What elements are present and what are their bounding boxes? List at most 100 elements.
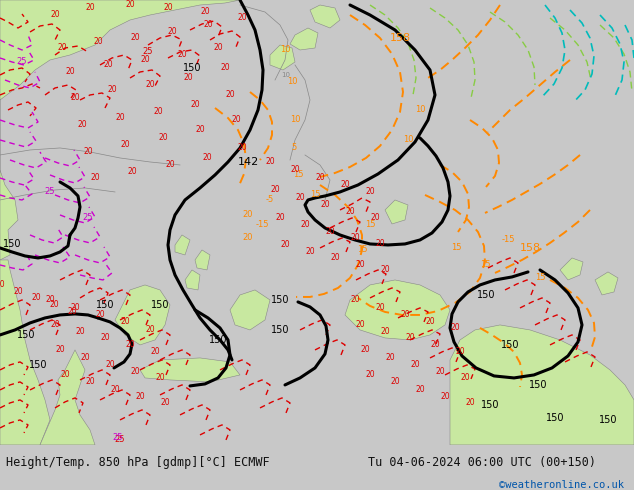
Text: 20: 20 [320,200,330,209]
Text: 20: 20 [45,295,55,304]
Text: 20: 20 [115,114,125,122]
Text: 10: 10 [280,46,290,54]
Text: 20: 20 [390,377,400,387]
Text: 20: 20 [153,107,163,117]
Text: 25: 25 [83,214,93,222]
Text: -15: -15 [501,236,515,245]
Text: 20: 20 [450,323,460,332]
Text: 20: 20 [55,345,65,354]
Text: 20: 20 [70,94,80,102]
Text: 20: 20 [355,261,365,270]
Text: 20: 20 [95,311,105,319]
Text: 20: 20 [125,0,135,9]
Text: 20: 20 [370,214,380,222]
Text: 20: 20 [150,347,160,356]
Text: 20: 20 [85,3,95,13]
Text: 150: 150 [529,380,547,390]
Text: 20: 20 [183,74,193,82]
Text: 20: 20 [103,60,113,70]
Text: 150: 150 [151,300,169,310]
Text: 20: 20 [270,186,280,195]
Text: 5: 5 [292,144,297,152]
Text: 20: 20 [65,68,75,76]
Text: Tu 04-06-2024 06:00 UTC (00+150): Tu 04-06-2024 06:00 UTC (00+150) [368,457,596,469]
Text: 150: 150 [16,330,36,340]
Text: 20: 20 [265,157,275,167]
Text: 20: 20 [165,160,175,170]
Text: 20: 20 [163,3,173,13]
Text: 20: 20 [105,361,115,369]
Text: 10: 10 [290,116,301,124]
Text: 20: 20 [50,10,60,20]
Text: 15: 15 [365,220,375,229]
Text: 158: 158 [519,243,541,253]
Text: 25: 25 [16,57,27,67]
Text: 20: 20 [145,325,155,335]
Text: 20: 20 [425,318,435,326]
Text: 20: 20 [243,211,253,220]
Text: 150: 150 [501,340,519,350]
Text: 158: 158 [389,33,411,43]
Text: -15: -15 [256,220,269,229]
Text: 150: 150 [271,295,289,305]
Text: 15: 15 [451,244,462,252]
Text: 20: 20 [365,370,375,379]
Text: 20: 20 [231,116,241,124]
Text: 20: 20 [155,373,165,382]
Text: 20: 20 [190,100,200,109]
Text: 20: 20 [280,241,290,249]
Text: 20: 20 [430,341,440,349]
Text: 20: 20 [375,303,385,313]
Text: 20: 20 [130,368,140,376]
Text: 20: 20 [135,392,145,401]
Text: 20: 20 [220,64,230,73]
Text: 150: 150 [481,400,499,410]
Text: 20: 20 [130,33,140,43]
Text: 15: 15 [293,171,303,179]
Text: 20: 20 [410,361,420,369]
Text: 20: 20 [375,240,385,248]
Text: 150: 150 [271,325,289,335]
Text: 20: 20 [440,392,450,401]
Text: 20: 20 [202,153,212,163]
Text: 20: 20 [127,168,137,176]
Text: 150: 150 [96,300,114,310]
Text: 20: 20 [455,347,465,356]
Text: 20: 20 [465,398,475,407]
Text: 20: 20 [355,320,365,329]
Text: 20: 20 [360,345,370,354]
Text: 20: 20 [0,280,5,290]
Text: 20: 20 [435,368,445,376]
Text: 15: 15 [480,261,490,270]
Text: 20: 20 [90,173,100,182]
Text: 20: 20 [243,233,253,243]
Text: 20: 20 [110,386,120,394]
Text: 20: 20 [93,38,103,47]
Text: 20: 20 [85,377,95,387]
Text: 20: 20 [330,253,340,263]
Text: 20: 20 [195,125,205,134]
Text: 20: 20 [83,147,93,156]
Text: 10: 10 [281,72,290,78]
Text: 150: 150 [546,413,564,423]
Text: ©weatheronline.co.uk: ©weatheronline.co.uk [500,480,624,490]
Text: 20: 20 [340,180,350,190]
Text: 10: 10 [415,105,425,115]
Text: 150: 150 [209,335,227,345]
Text: 20: 20 [80,353,90,363]
Text: 20: 20 [50,320,60,329]
Text: 20: 20 [125,341,135,349]
Text: 20: 20 [365,188,375,196]
Text: 20: 20 [57,44,67,52]
Text: 20: 20 [460,373,470,382]
Text: 20: 20 [140,55,150,65]
Text: 20: 20 [325,227,335,237]
Text: 15: 15 [357,245,367,254]
Text: 142: 142 [237,157,259,167]
Text: Height/Temp. 850 hPa [gdmp][°C] ECMWF: Height/Temp. 850 hPa [gdmp][°C] ECMWF [6,457,270,469]
Text: 20: 20 [160,398,170,407]
Text: 20: 20 [405,333,415,343]
Text: 20: 20 [31,294,41,302]
Text: 150: 150 [183,63,201,73]
Text: 15: 15 [310,191,320,199]
